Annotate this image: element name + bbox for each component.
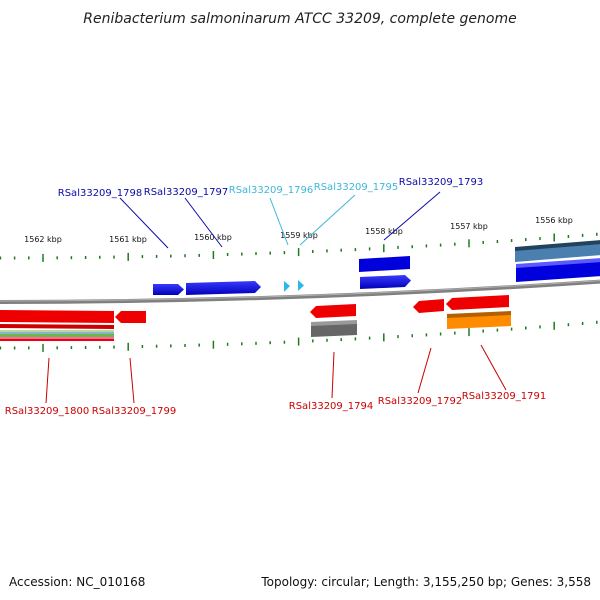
label-RSal33209_1800[interactable]: RSal33209_1800 bbox=[5, 406, 89, 417]
leader-RSal33209_1792 bbox=[417, 347, 432, 394]
leader-RSal33209_1797 bbox=[184, 197, 223, 248]
gene-RSal33209_1792[interactable] bbox=[413, 299, 444, 313]
label-RSal33209_1791[interactable]: RSal33209_1791 bbox=[462, 391, 546, 402]
leader-RSal33209_1796 bbox=[269, 197, 289, 246]
outer-ring-features bbox=[515, 240, 600, 282]
leader-RSal33209_1800 bbox=[45, 357, 50, 404]
tick-label-1557: 1557 kbp bbox=[450, 222, 488, 231]
gray-feature-bar-edge bbox=[311, 320, 357, 326]
scale-ticks-inner bbox=[0, 320, 598, 352]
band-stripe-2 bbox=[0, 332, 114, 334]
leader-RSal33209_1799 bbox=[129, 357, 135, 404]
forward-strand-genes bbox=[153, 256, 411, 295]
tick-label-1559: 1559 kbp bbox=[280, 231, 318, 240]
reverse-strand-genes bbox=[0, 295, 511, 341]
scale-tick-labels: 1562 kbp 1561 kbp 1560 kbp 1559 kbp 1558… bbox=[24, 216, 573, 244]
label-RSal33209_1795[interactable]: RSal33209_1795 bbox=[314, 182, 398, 193]
gene-RSal33209_1793[interactable] bbox=[360, 275, 411, 289]
band-stripe-4 bbox=[0, 337, 114, 339]
genome-backbone-highlight bbox=[0, 280, 600, 302]
map-title: Renibacterium salmoninarum ATCC 33209, c… bbox=[83, 11, 516, 27]
gene-RSal33209_1800-edge bbox=[0, 324, 114, 329]
leader-RSal33209_1794 bbox=[331, 351, 335, 399]
genome-backbone bbox=[0, 279, 600, 304]
gene-RSal33209_1794[interactable] bbox=[310, 304, 356, 318]
label-RSal33209_1796[interactable]: RSal33209_1796 bbox=[229, 185, 313, 196]
leader-RSal33209_1793 bbox=[383, 191, 441, 241]
genome-stats-text: Topology: circular; Length: 3,155,250 bp… bbox=[260, 575, 591, 589]
steelblue-feature-bar[interactable] bbox=[515, 243, 600, 262]
gene-RSal33209_1798[interactable] bbox=[153, 284, 184, 295]
band-stripe-5 bbox=[0, 339, 114, 341]
scale-ticks-outer bbox=[0, 232, 598, 262]
gene-RSal33209_1796[interactable] bbox=[284, 281, 290, 292]
steelblue-feature-bar-edge bbox=[515, 240, 600, 251]
label-RSal33209_1792[interactable]: RSal33209_1792 bbox=[378, 396, 462, 407]
leader-RSal33209_1795 bbox=[299, 194, 356, 246]
gene-labels: RSal33209_1798 RSal33209_1797 RSal33209_… bbox=[5, 177, 546, 417]
label-RSal33209_1799[interactable]: RSal33209_1799 bbox=[92, 406, 176, 417]
leader-RSal33209_1798 bbox=[119, 197, 169, 249]
tick-label-1562: 1562 kbp bbox=[24, 235, 62, 244]
band-stripe-1 bbox=[0, 330, 114, 332]
orange-feature-bar-edge bbox=[447, 311, 511, 318]
label-RSal33209_1794[interactable]: RSal33209_1794 bbox=[289, 401, 373, 412]
band-stripe-3 bbox=[0, 334, 114, 337]
gene-RSal33209_1795[interactable] bbox=[298, 280, 304, 291]
tick-label-1560: 1560 kbp bbox=[194, 233, 232, 242]
gene-RSal33209_1797[interactable] bbox=[186, 281, 261, 295]
label-leader-lines bbox=[45, 191, 507, 404]
gene-RSal33209_1800[interactable] bbox=[0, 310, 114, 323]
gene-RSal33209_1791[interactable] bbox=[446, 295, 509, 310]
label-RSal33209_1798[interactable]: RSal33209_1798 bbox=[58, 188, 142, 199]
label-RSal33209_1797[interactable]: RSal33209_1797 bbox=[144, 187, 228, 198]
accession-text: Accession: NC_010168 bbox=[9, 575, 145, 589]
outer-blue-feature-bar-edge bbox=[516, 258, 600, 268]
gray-feature-bar[interactable] bbox=[311, 322, 357, 337]
tick-label-1556: 1556 kbp bbox=[535, 216, 573, 225]
tick-label-1558: 1558 kbp bbox=[365, 227, 403, 236]
label-RSal33209_1793[interactable]: RSal33209_1793 bbox=[399, 177, 483, 188]
leader-RSal33209_1791 bbox=[480, 344, 507, 391]
gene-RSal33209_1799[interactable] bbox=[115, 311, 146, 323]
tick-label-1561: 1561 kbp bbox=[109, 235, 147, 244]
gene-RSal33209_1793-outer[interactable] bbox=[359, 256, 410, 272]
